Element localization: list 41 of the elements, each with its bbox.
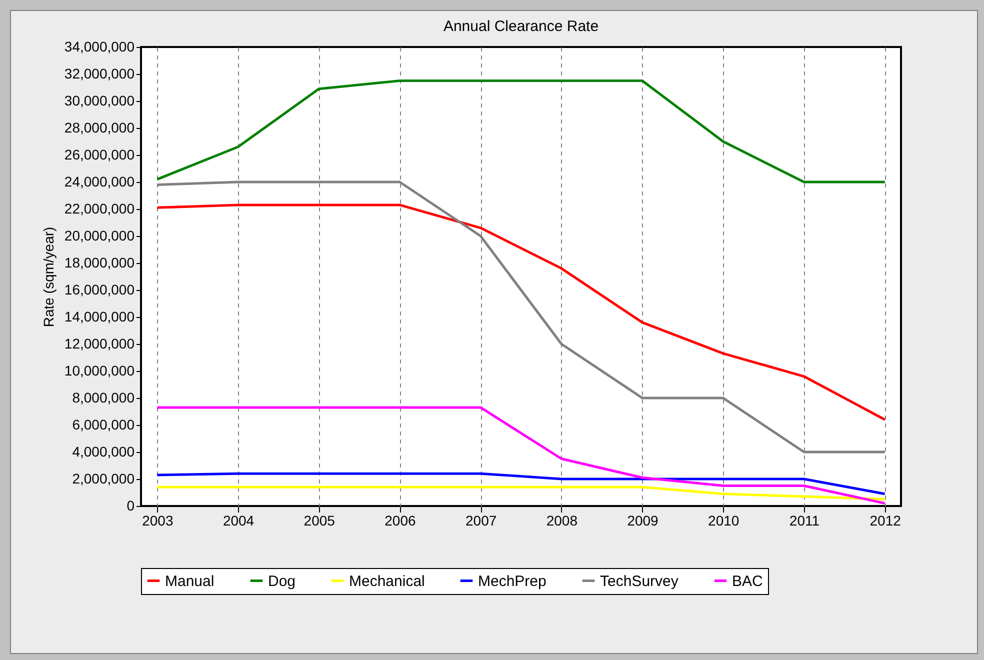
y-tick-label: 18,000,000 bbox=[64, 254, 135, 270]
x-tick-label: 2008 bbox=[546, 512, 578, 528]
x-tick-label: 2005 bbox=[304, 512, 336, 528]
y-tick-label: 2,000,000 bbox=[72, 470, 135, 486]
y-tick-label: 12,000,000 bbox=[64, 336, 135, 352]
legend-label: Dog bbox=[268, 572, 296, 590]
line-series bbox=[156, 80, 886, 184]
y-tick-label: 26,000,000 bbox=[64, 146, 135, 162]
x-tick-label: 2006 bbox=[384, 512, 416, 528]
x-tick-label: 2003 bbox=[142, 512, 174, 528]
line-series bbox=[156, 486, 886, 500]
y-tick-label: 30,000,000 bbox=[64, 92, 135, 108]
y-tick-label: 34,000,000 bbox=[64, 38, 135, 54]
line-series bbox=[156, 406, 886, 505]
line-series bbox=[156, 472, 886, 496]
y-tick-label: 20,000,000 bbox=[64, 228, 135, 244]
y-tick-label: 8,000,000 bbox=[72, 390, 135, 406]
legend-label: MechPrep bbox=[478, 572, 546, 590]
legend-label: Manual bbox=[165, 572, 214, 590]
x-tick-label: 2010 bbox=[708, 512, 740, 528]
y-tick-label: 28,000,000 bbox=[64, 120, 135, 136]
y-tick-label: 32,000,000 bbox=[64, 66, 135, 82]
y-tick-label: 24,000,000 bbox=[64, 174, 135, 190]
legend-label: BAC bbox=[732, 572, 764, 590]
x-tick-label: 2011 bbox=[789, 512, 820, 528]
y-axis-title: Rate (sqm/year) bbox=[40, 226, 56, 328]
chart-title: Annual Clearance Rate bbox=[443, 18, 599, 35]
x-tick-label: 2012 bbox=[870, 512, 902, 528]
x-tick-label: 2004 bbox=[222, 512, 254, 528]
y-tick-label: 14,000,000 bbox=[64, 308, 135, 324]
x-tick-label: 2007 bbox=[465, 512, 497, 528]
y-tick-label: 0 bbox=[126, 498, 135, 514]
y-tick-label: 16,000,000 bbox=[64, 282, 135, 298]
y-tick-label: 4,000,000 bbox=[72, 444, 135, 460]
legend-label: TechSurvey bbox=[600, 572, 679, 590]
legend-label: Mechanical bbox=[349, 572, 425, 590]
y-tick-label: 22,000,000 bbox=[64, 200, 135, 216]
x-tick-label: 2009 bbox=[627, 512, 659, 528]
y-tick-label: 6,000,000 bbox=[72, 416, 135, 432]
y-tick-label: 10,000,000 bbox=[64, 362, 135, 378]
line-series bbox=[156, 204, 886, 421]
